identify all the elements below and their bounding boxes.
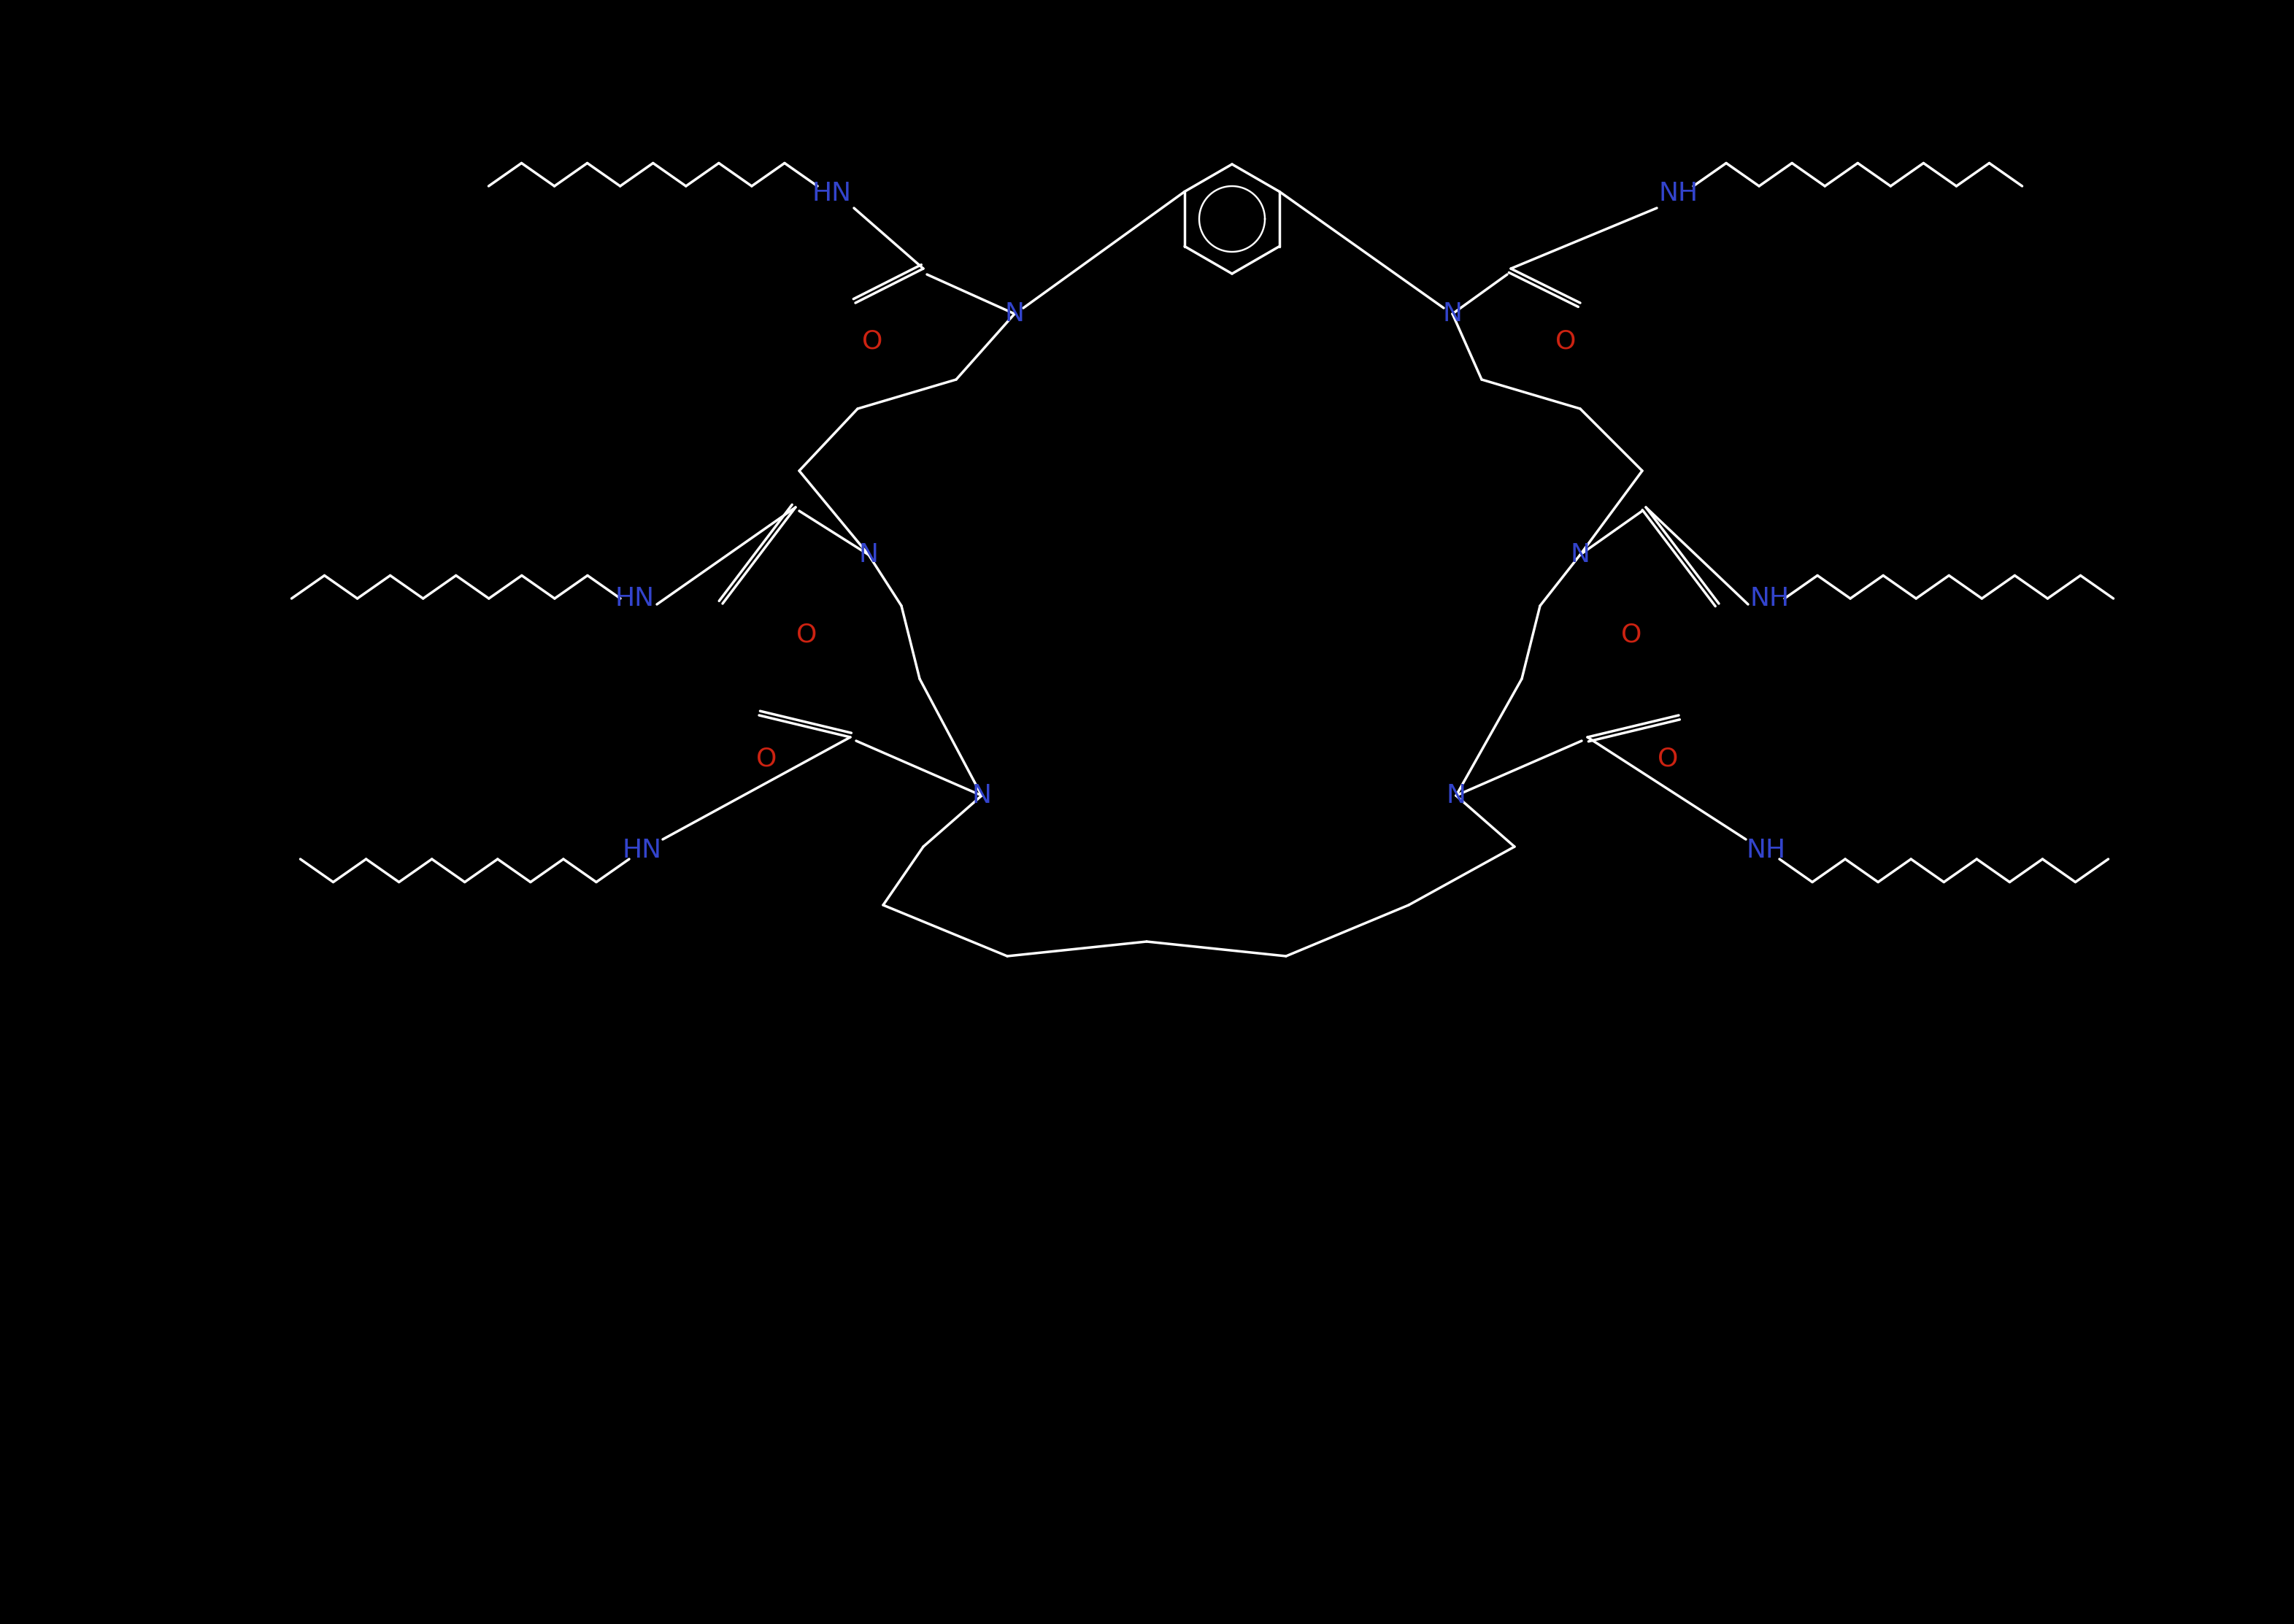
Text: HN: HN: [812, 180, 851, 206]
Text: NH: NH: [1750, 586, 1789, 611]
Text: N: N: [973, 783, 991, 809]
Text: O: O: [1656, 747, 1679, 771]
Text: N: N: [1443, 302, 1461, 326]
Text: O: O: [1555, 330, 1576, 354]
Text: N: N: [1445, 783, 1466, 809]
Text: O: O: [863, 330, 883, 354]
Text: N: N: [858, 542, 879, 567]
Text: N: N: [1571, 542, 1590, 567]
Text: N: N: [1005, 302, 1025, 326]
Text: HN: HN: [622, 838, 663, 862]
Text: O: O: [757, 747, 778, 771]
Text: NH: NH: [1746, 838, 1787, 862]
Text: HN: HN: [615, 586, 654, 611]
Text: O: O: [1622, 622, 1643, 648]
Text: O: O: [796, 622, 817, 648]
Text: NH: NH: [1659, 180, 1698, 206]
